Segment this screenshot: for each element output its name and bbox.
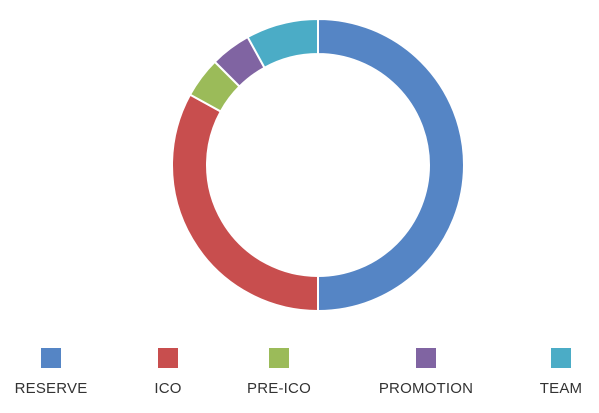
legend-label-reserve: RESERVE bbox=[14, 380, 88, 397]
donut-slice-ico bbox=[171, 93, 319, 313]
legend-swatch-promotion bbox=[416, 348, 436, 368]
legend-swatch-pre-ico bbox=[269, 348, 289, 368]
legend-label-team: TEAM bbox=[539, 380, 583, 397]
donut-slice-reserve bbox=[317, 17, 465, 313]
legend-swatch-reserve bbox=[41, 348, 61, 368]
chart-legend: RESERVE ICO PRE-ICO PROMOTION TEAM bbox=[0, 348, 599, 408]
donut-slice-team bbox=[246, 17, 319, 70]
legend-item-promotion: PROMOTION bbox=[366, 348, 486, 408]
legend-label-pre-ico: PRE-ICO bbox=[247, 380, 311, 397]
legend-item-reserve: RESERVE bbox=[0, 348, 111, 408]
legend-label-ico: ICO bbox=[154, 380, 182, 397]
legend-label-promotion: PROMOTION bbox=[378, 380, 474, 397]
legend-item-team: TEAM bbox=[501, 348, 599, 408]
legend-item-ico: ICO bbox=[108, 348, 228, 408]
legend-swatch-team bbox=[551, 348, 571, 368]
legend-item-pre-ico: PRE-ICO bbox=[219, 348, 339, 408]
donut-chart-svg bbox=[171, 17, 465, 313]
legend-swatch-ico bbox=[158, 348, 178, 368]
